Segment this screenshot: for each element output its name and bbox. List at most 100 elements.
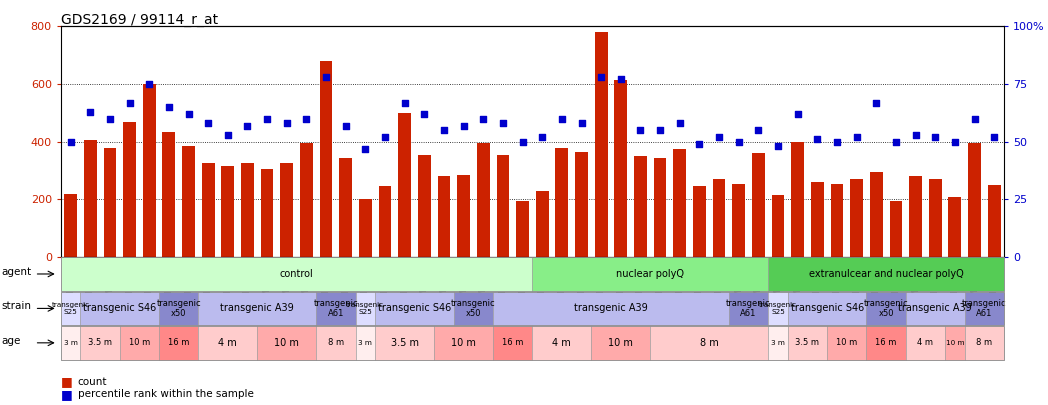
Text: count: count [78,377,107,387]
Bar [398,113,411,257]
Point [376,134,393,141]
Point [573,120,590,126]
Bar [595,32,608,257]
Point [455,122,472,129]
Point [396,99,413,106]
Point [495,120,511,126]
Bar [359,200,372,257]
Text: 4 m: 4 m [218,338,237,348]
Text: age: age [1,336,20,346]
Text: 10 m: 10 m [275,338,299,348]
Point [533,134,550,141]
Text: 8 m: 8 m [328,338,344,347]
Bar [968,143,981,257]
Bar [281,163,293,257]
Bar [555,147,568,257]
Bar [674,149,686,257]
Text: 10 m: 10 m [945,340,964,346]
Point [219,132,236,138]
Bar [654,158,667,257]
Point [180,111,197,117]
Text: percentile rank within the sample: percentile rank within the sample [78,389,254,399]
Text: GDS2169 / 99114_r_at: GDS2169 / 99114_r_at [61,13,218,27]
Text: 3.5 m: 3.5 m [88,338,112,347]
Text: 16 m: 16 m [502,338,523,347]
Text: 3 m: 3 m [771,340,785,346]
Bar [300,143,312,257]
Bar [162,132,175,257]
Text: transgenic A39: transgenic A39 [574,303,648,313]
Point [62,139,79,145]
Point [475,115,492,122]
Bar [340,158,352,257]
Point [966,115,983,122]
Text: transgenic
A61: transgenic A61 [962,299,1007,318]
Bar [104,147,116,257]
Bar [438,177,451,257]
Text: 3 m: 3 m [358,340,372,346]
Point [593,74,610,80]
Bar [890,201,902,257]
Text: strain: strain [1,301,31,311]
Point [672,120,689,126]
Bar [988,185,1001,257]
Point [416,111,433,117]
Text: transgenic
x50: transgenic x50 [451,299,496,318]
Text: 10 m: 10 m [836,338,857,347]
Text: transgenic
A61: transgenic A61 [313,299,358,318]
Bar [536,191,548,257]
Text: 3.5 m: 3.5 m [795,338,820,347]
Point [809,136,826,143]
Point [436,127,453,134]
Point [82,109,99,115]
Text: nuclear polyQ: nuclear polyQ [616,269,684,279]
Text: 3.5 m: 3.5 m [391,338,418,348]
Point [730,139,747,145]
Point [946,139,963,145]
Bar [261,169,274,257]
Bar [221,166,234,257]
Bar [831,183,844,257]
Bar [182,146,195,257]
Bar [517,201,529,257]
Text: ■: ■ [61,375,72,388]
Bar [241,163,254,257]
Bar [418,155,431,257]
Point [612,76,629,83]
Point [122,99,138,106]
Bar [202,163,215,257]
Point [691,141,707,147]
Bar [497,155,509,257]
Text: 4 m: 4 m [917,338,934,347]
Point [102,115,118,122]
Point [239,122,256,129]
Text: 8 m: 8 m [977,338,992,347]
Text: transgenic S46: transgenic S46 [378,303,451,313]
Point [888,139,904,145]
Text: transgenic
S25: transgenic S25 [759,302,798,315]
Bar [870,172,882,257]
Text: 16 m: 16 m [875,338,897,347]
Point [848,134,865,141]
Bar [614,80,627,257]
Bar [320,61,332,257]
Point [337,122,354,129]
Bar [811,182,824,257]
Bar [771,195,784,257]
Point [553,115,570,122]
Point [279,120,296,126]
Point [259,115,276,122]
Bar [713,179,725,257]
Bar [143,84,155,257]
Point [789,111,806,117]
Text: 10 m: 10 m [452,338,476,348]
Bar [575,152,588,257]
Text: transgenic
A61: transgenic A61 [726,299,771,318]
Bar [752,153,765,257]
Point [652,127,669,134]
Bar [477,143,489,257]
Bar [791,142,804,257]
Text: 3 m: 3 m [64,340,78,346]
Point [829,139,846,145]
Text: transgenic
S25: transgenic S25 [51,302,90,315]
